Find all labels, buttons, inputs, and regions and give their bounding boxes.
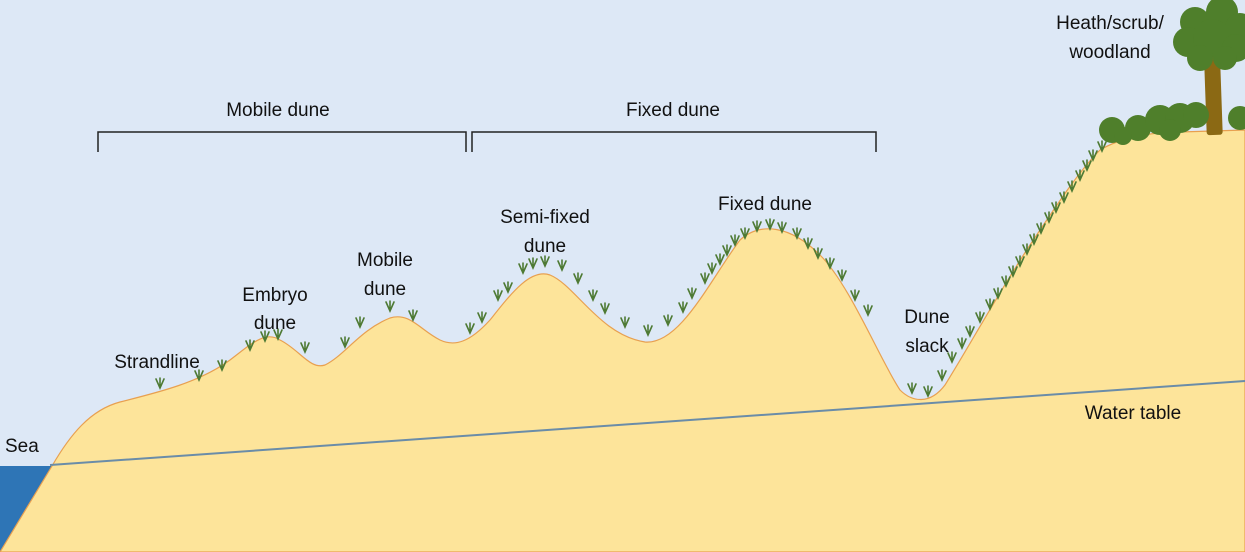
label-sea: Sea [5,436,39,457]
grass-tuft-icon [825,257,835,270]
grass-tuft-icon [465,322,475,335]
grass-tuft-icon [947,351,957,364]
tree-icon [1173,0,1245,71]
mobile-dune-bracket [97,131,467,152]
grass-tuft-icon [528,257,538,270]
grass-tuft-icon [557,259,567,272]
grass-tuft-icon [923,385,933,398]
grass-tuft-icon [1008,265,1018,278]
grass-tuft-icon [1036,222,1046,235]
grass-tuft-icon [707,262,717,275]
grass-tuft-icon [993,287,1003,300]
marram-grass-tufts [155,140,1107,398]
label-dune-slack-line2: slack [905,336,949,357]
grass-tuft-icon [1044,211,1054,224]
grass-tuft-icon [792,227,802,240]
label-water-table: Water table [1085,403,1181,424]
label-fixed-dune: Fixed dune [718,194,812,215]
label-mobile-dune-line2: dune [364,279,406,300]
grass-tuft-icon [1059,191,1069,204]
grass-tuft-icon [687,287,697,300]
label-embryo-dune-line2: dune [254,313,296,334]
grass-tuft-icon [620,316,630,329]
grass-tuft-icon [1088,149,1098,162]
grass-tuft-icon [300,341,310,354]
grass-tuft-icon [837,269,847,282]
grass-tuft-icon [643,324,653,337]
grass-tuft-icon [217,359,227,372]
grass-tuft-icon [385,300,395,313]
water-table-line [49,380,1245,466]
grass-tuft-icon [777,221,787,234]
grass-tuft-icon [678,301,688,314]
grass-tuft-icon [340,336,350,349]
grass-tuft-icon [1097,140,1107,153]
grass-tuft-icon [663,314,673,327]
grass-tuft-icon [700,272,710,285]
grass-tuft-icon [1022,243,1032,256]
woodland-group [1099,0,1245,145]
grass-tuft-icon [493,289,503,302]
bracket-label-mobile: Mobile dune [226,100,330,121]
grass-tuft-icon [722,244,732,257]
grass-tuft-icon [850,289,860,302]
bushes-icon [1099,102,1245,145]
label-strandline: Strandline [114,352,200,373]
grass-tuft-icon [1067,180,1077,193]
label-heath-line2: woodland [1068,42,1150,63]
grass-tuft-icon [194,369,204,382]
grass-tuft-icon [408,309,418,322]
grass-tuft-icon [355,316,365,329]
bracket-label-fixed: Fixed dune [626,100,720,121]
label-embryo-dune-line1: Embryo [242,285,307,306]
grass-tuft-icon [765,218,775,231]
label-semifixed-dune-line2: dune [524,236,566,257]
grass-tuft-icon [1082,159,1092,172]
grass-tuft-icon [540,255,550,268]
grass-tuft-icon [715,253,725,266]
grass-tuft-icon [1015,255,1025,268]
grass-tuft-icon [477,311,487,324]
grass-tuft-icon [155,377,165,390]
grass-tuft-icon [273,328,283,341]
grass-tuft-icon [863,304,873,317]
grass-tuft-icon [965,325,975,338]
grass-tuft-icon [907,382,917,395]
grass-tuft-icon [1001,275,1011,288]
grass-tuft-icon [985,298,995,311]
grass-tuft-icon [1029,233,1039,246]
label-mobile-dune-line1: Mobile [357,250,413,271]
grass-tuft-icon [245,339,255,352]
grass-tuft-icon [740,227,750,240]
grass-tuft-icon [937,369,947,382]
grass-tuft-icon [518,262,528,275]
grass-tuft-icon [813,247,823,260]
grass-tuft-icon [588,289,598,302]
grass-tuft-icon [1075,169,1085,182]
grass-tuft-icon [260,330,270,343]
grass-tuft-icon [975,311,985,324]
fixed-dune-bracket [471,131,877,152]
grass-tuft-icon [752,220,762,233]
grass-tuft-icon [600,302,610,315]
label-dune-slack-line1: Dune [904,307,949,328]
grass-tuft-icon [1051,201,1061,214]
grass-tuft-icon [503,281,513,294]
grass-tuft-icon [730,234,740,247]
grass-tuft-icon [803,237,813,250]
label-heath-line1: Heath/scrub/ [1056,13,1164,34]
grass-tuft-icon [957,337,967,350]
label-semifixed-dune-line1: Semi-fixed [500,207,590,228]
grass-tuft-icon [573,272,583,285]
